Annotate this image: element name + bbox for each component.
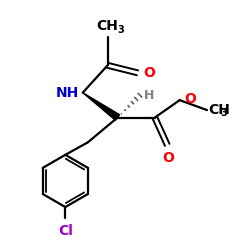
Text: 3: 3 [117, 25, 124, 35]
Text: Cl: Cl [58, 224, 73, 238]
Text: O: O [184, 92, 196, 106]
Polygon shape [83, 93, 120, 120]
Text: O: O [143, 66, 155, 80]
Text: CH: CH [208, 103, 230, 117]
Text: O: O [162, 151, 174, 165]
Text: 3: 3 [220, 108, 227, 118]
Text: H: H [144, 89, 154, 102]
Text: NH: NH [56, 86, 79, 100]
Text: CH: CH [97, 19, 118, 33]
